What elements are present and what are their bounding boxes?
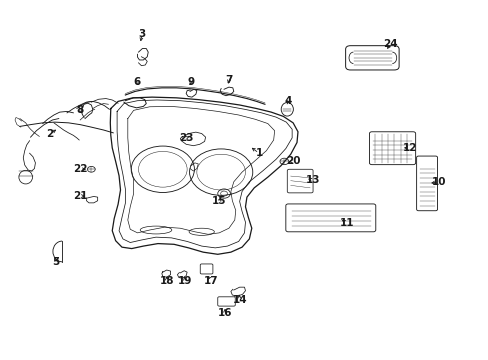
Text: 11: 11 <box>339 218 353 228</box>
Text: 9: 9 <box>187 77 194 87</box>
Text: 17: 17 <box>203 276 218 286</box>
Text: 7: 7 <box>225 75 232 85</box>
Text: 12: 12 <box>402 143 416 153</box>
Text: 24: 24 <box>382 39 397 49</box>
Text: 13: 13 <box>305 175 319 185</box>
Text: 14: 14 <box>232 295 246 305</box>
Text: 3: 3 <box>139 28 146 39</box>
Text: 19: 19 <box>178 276 192 286</box>
Text: 15: 15 <box>211 197 226 206</box>
Text: 18: 18 <box>159 276 174 286</box>
Text: 5: 5 <box>52 257 60 267</box>
Text: 1: 1 <box>255 148 262 158</box>
Text: 23: 23 <box>179 133 193 143</box>
Text: 21: 21 <box>73 191 87 201</box>
Text: 22: 22 <box>73 164 87 174</box>
Text: 20: 20 <box>285 157 300 166</box>
Text: 2: 2 <box>46 129 54 139</box>
Text: 6: 6 <box>133 77 140 87</box>
Text: 10: 10 <box>431 177 446 187</box>
Text: 16: 16 <box>217 308 232 318</box>
Text: 8: 8 <box>77 105 83 115</box>
Text: 4: 4 <box>284 96 291 107</box>
